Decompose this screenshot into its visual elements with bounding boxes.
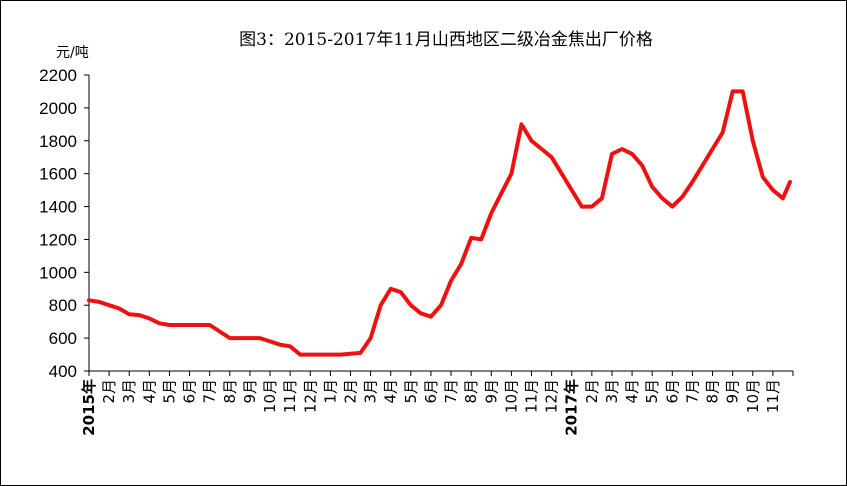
x-tick-label: 7月 (442, 379, 460, 404)
x-tick-label: 12月 (301, 379, 319, 413)
y-tick-label: 600 (49, 329, 77, 348)
x-tick-label: 10月 (261, 379, 279, 413)
x-tick-label: 11月 (523, 379, 541, 413)
x-tick-label: 9月 (241, 379, 259, 404)
price-series-line (87, 89, 792, 357)
y-tick-label: 1400 (39, 198, 77, 217)
x-tick-label: 2月 (341, 379, 359, 404)
x-tick-label: 11月 (764, 379, 782, 413)
x-axis-ticks: 2015年 2月 3月 4月 5月 6月 7月 8月 9月 10月 11月 12月 1月 2月 3月 4月 5月… (80, 371, 794, 436)
x-tick-label: 6月 (663, 379, 681, 404)
y-axis-ticks: 400 600 800 1000 1200 1400 1600 1800 2000 2200 (39, 66, 89, 381)
x-tick-label: 6月 (422, 379, 440, 404)
y-tick-label: 400 (49, 362, 77, 381)
x-tick-label: 3月 (603, 379, 621, 404)
x-tick-label: 5月 (160, 379, 178, 404)
x-tick-label: 10月 (744, 379, 762, 413)
y-tick-label: 1000 (39, 263, 77, 282)
x-tick-label: 8月 (462, 379, 480, 404)
y-axis-unit-label: 元/吨 (56, 45, 89, 61)
y-tick-label: 1800 (39, 132, 77, 151)
y-tick-label: 2000 (39, 99, 77, 118)
x-tick-label: 8月 (704, 379, 722, 404)
y-tick-label: 1600 (39, 165, 77, 184)
x-tick-label: 9月 (724, 379, 742, 404)
x-tick-label: 7月 (683, 379, 701, 404)
x-tick-label: 5月 (402, 379, 420, 404)
x-tick-label: 11月 (281, 379, 299, 413)
x-tick-label: 1月 (321, 379, 339, 404)
y-tick-label: 2200 (39, 66, 77, 85)
x-tick-label: 2017年 (563, 379, 581, 436)
y-tick-label: 800 (49, 296, 77, 315)
x-tick-label: 12月 (543, 379, 561, 413)
x-tick-label: 2月 (583, 379, 601, 404)
x-tick-label: 8月 (221, 379, 239, 404)
x-tick-label: 4月 (140, 379, 158, 404)
x-tick-label: 6月 (181, 379, 199, 404)
x-tick-label: 10月 (502, 379, 520, 413)
chart-title: 图3：2015-2017年11月山西地区二级冶金焦出厂价格 (239, 30, 653, 50)
x-tick-label: 7月 (201, 379, 219, 404)
x-tick-label: 3月 (362, 379, 380, 404)
y-tick-label: 1200 (39, 230, 77, 249)
x-tick-label: 2015年 (80, 379, 98, 436)
x-tick-label: 9月 (482, 379, 500, 404)
x-tick-label: 5月 (643, 379, 661, 404)
x-tick-label: 3月 (120, 379, 138, 404)
x-tick-label: 4月 (623, 379, 641, 404)
x-tick-label: 2月 (100, 379, 118, 404)
x-tick-label: 4月 (382, 379, 400, 404)
